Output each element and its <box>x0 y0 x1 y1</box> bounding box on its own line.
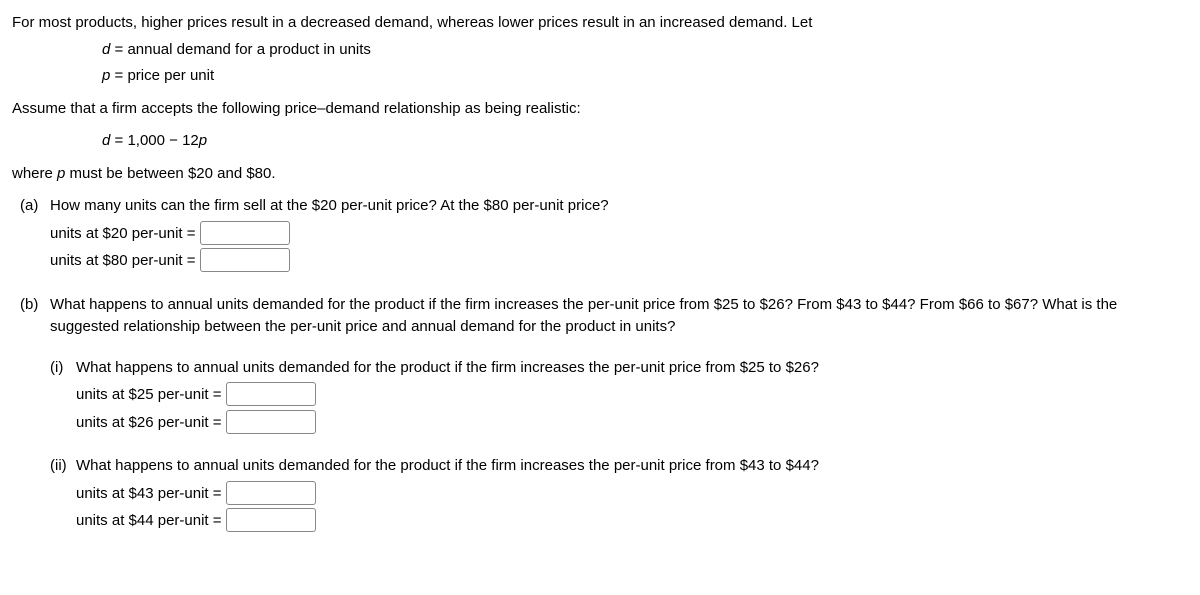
part-b-i-question: What happens to annual units demanded fo… <box>76 359 819 376</box>
d-def: = annual demand for a product in units <box>110 41 371 58</box>
b-i-input-25[interactable] <box>226 382 316 406</box>
a-input-80[interactable] <box>200 248 290 272</box>
intro-text: For most products, higher prices result … <box>12 12 1188 35</box>
b-i-input-26[interactable] <box>226 410 316 434</box>
def-d: d = annual demand for a product in units <box>102 39 1188 62</box>
part-a-question: How many units can the firm sell at the … <box>50 197 609 214</box>
part-a-label: (a) <box>20 195 50 218</box>
formula-rhs: = 1,000 − 12 <box>110 132 198 149</box>
a-input-20[interactable] <box>200 221 290 245</box>
b-ii-line1-label: units at $43 per-unit = <box>76 485 222 502</box>
b-ii-input-43[interactable] <box>226 481 316 505</box>
def-p: p = price per unit <box>102 65 1188 88</box>
where-post: must be between $20 and $80. <box>65 165 275 182</box>
where-text: where p must be between $20 and $80. <box>12 163 1188 186</box>
p-def: = price per unit <box>110 67 214 84</box>
part-b-question: What happens to annual units demanded fo… <box>50 296 1117 336</box>
where-pre: where <box>12 165 57 182</box>
part-b-i-label: (i) <box>50 357 76 380</box>
assume-text: Assume that a firm accepts the following… <box>12 98 1188 121</box>
b-ii-input-44[interactable] <box>226 508 316 532</box>
formula: d = 1,000 − 12p <box>102 130 1188 153</box>
a-line2-label: units at $80 per-unit = <box>50 252 196 269</box>
b-ii-line2-label: units at $44 per-unit = <box>76 512 222 529</box>
a-line1-label: units at $20 per-unit = <box>50 225 196 242</box>
part-b-ii-label: (ii) <box>50 455 76 478</box>
part-b-ii-question: What happens to annual units demanded fo… <box>76 457 819 474</box>
formula-p: p <box>199 132 207 149</box>
part-b-label: (b) <box>20 294 50 317</box>
b-i-line2-label: units at $26 per-unit = <box>76 414 222 431</box>
b-i-line1-label: units at $25 per-unit = <box>76 386 222 403</box>
